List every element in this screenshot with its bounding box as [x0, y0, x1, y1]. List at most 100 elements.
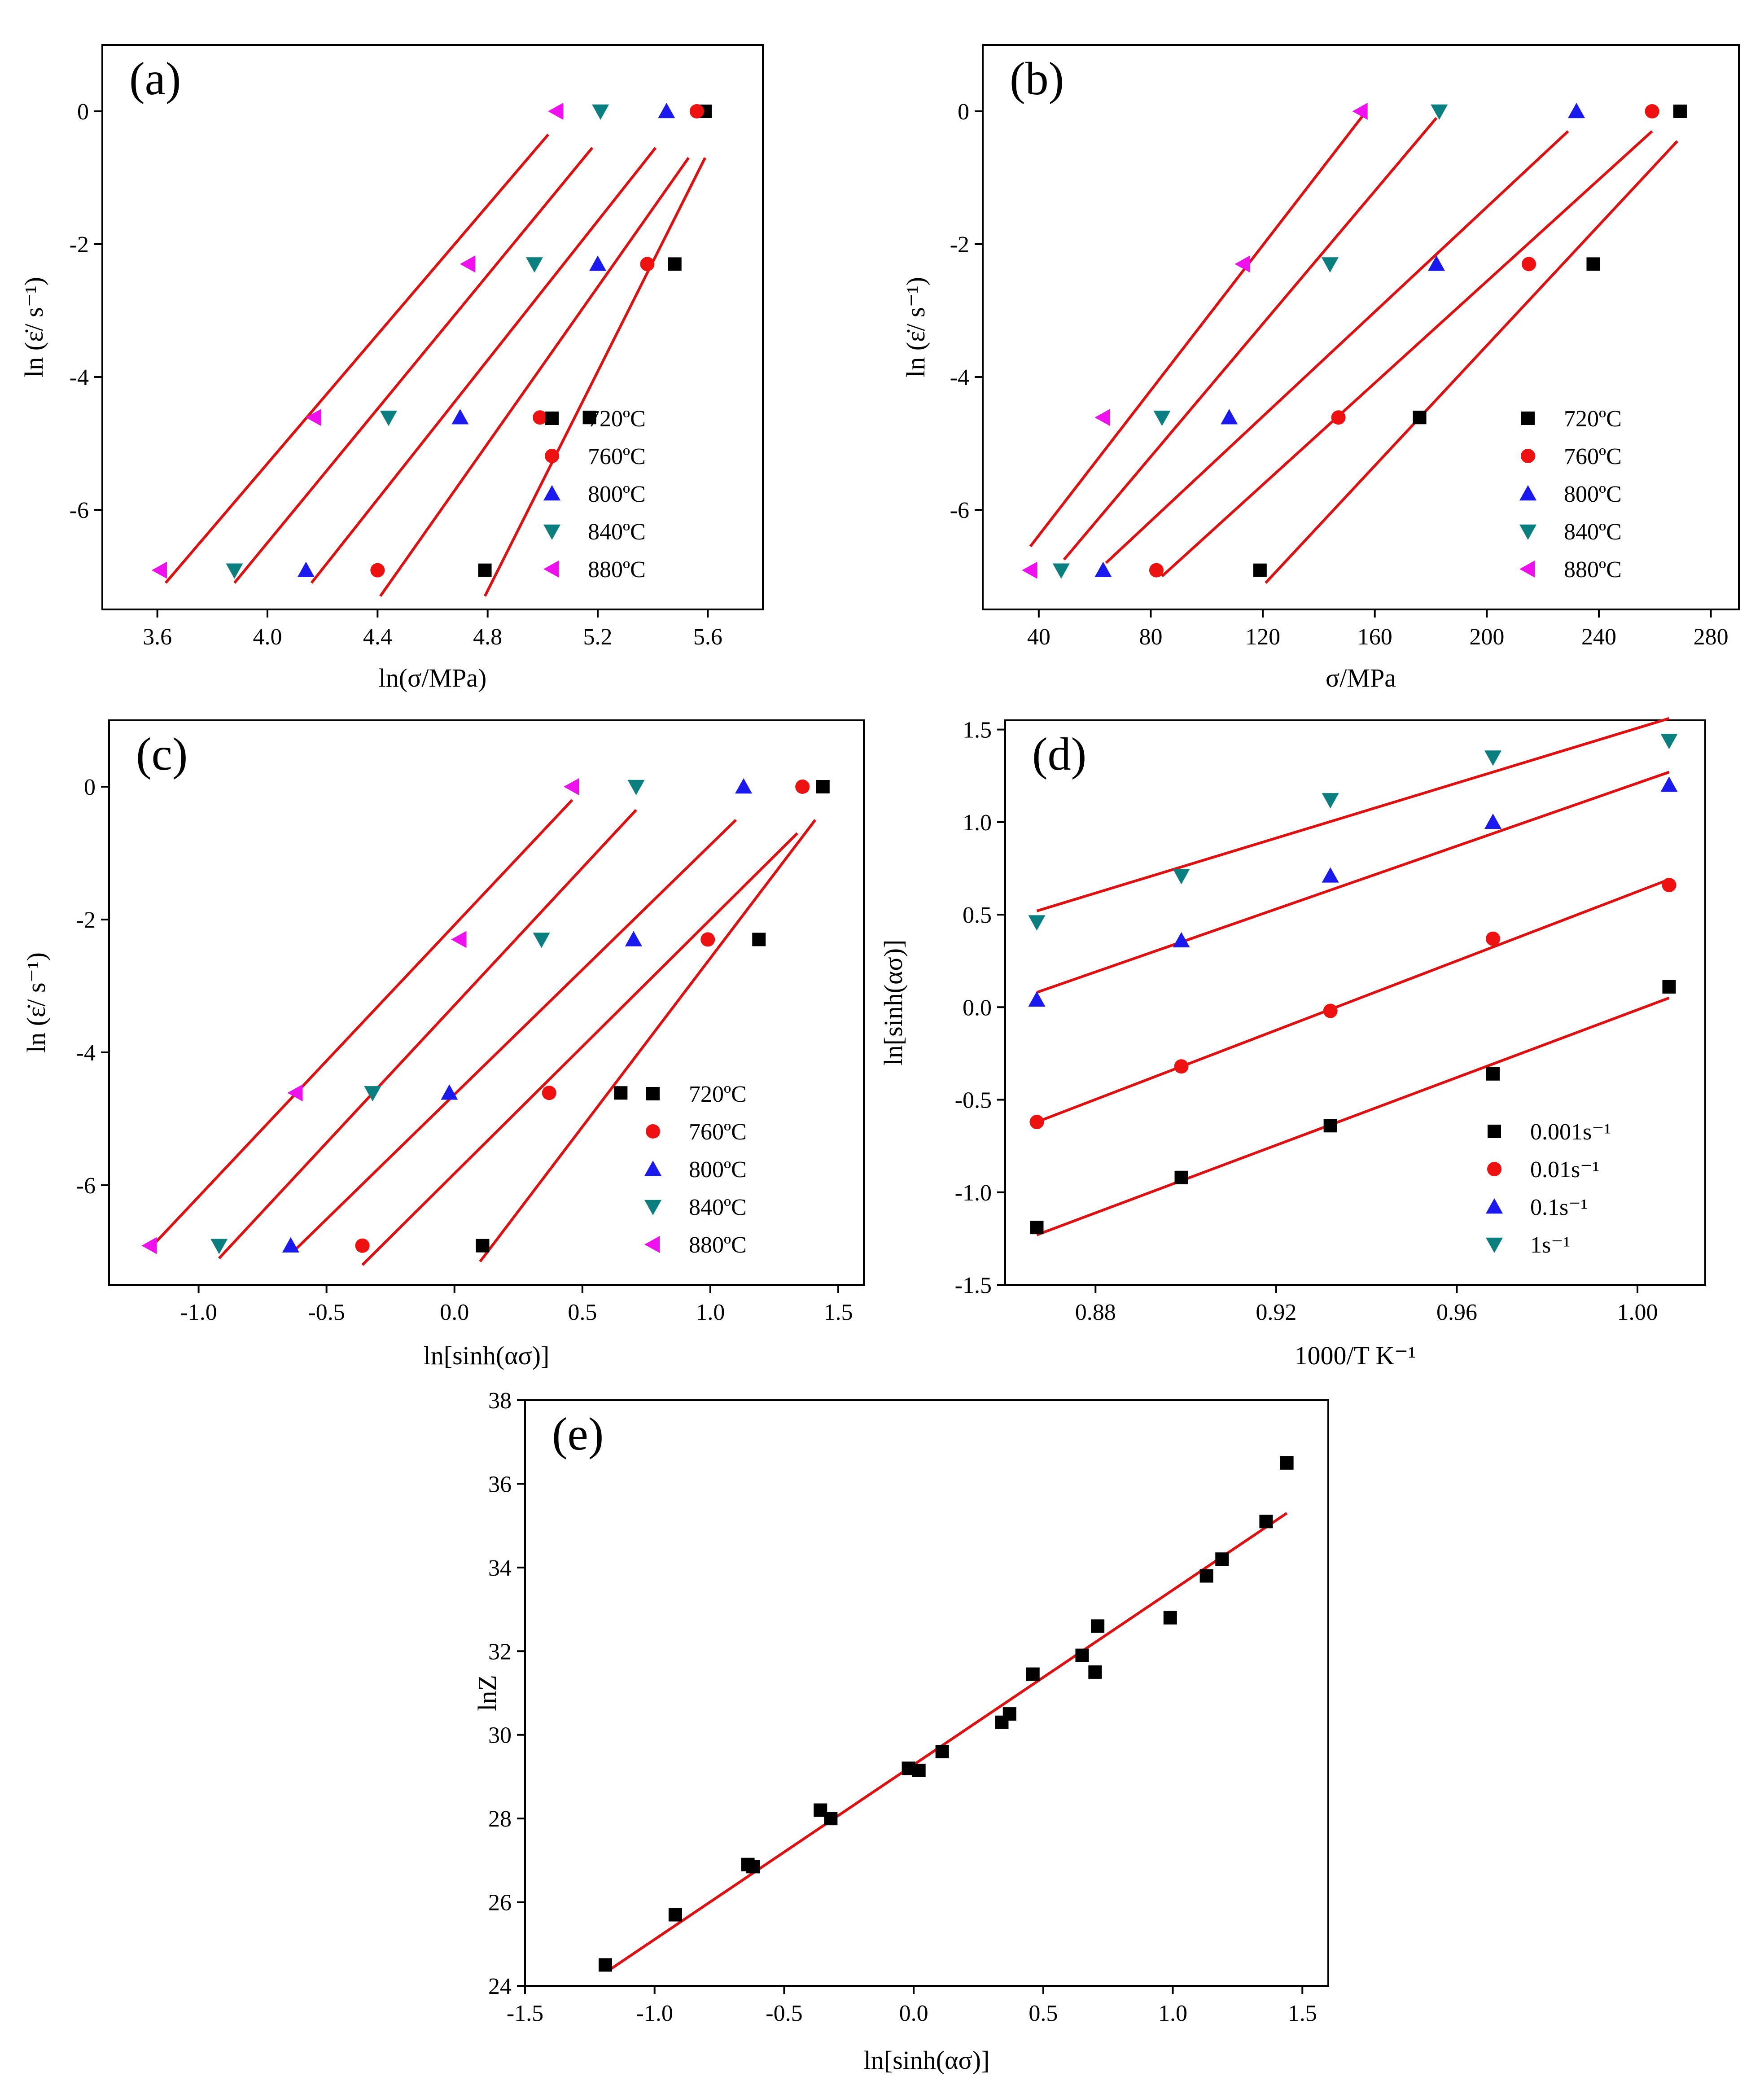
x-tick-label: 0.96: [1436, 1300, 1477, 1325]
legend: 720ºC 760ºC 800ºC 840ºC 880ºC: [543, 406, 646, 583]
x-axis-label: ln[sinh(ασ)]: [864, 2046, 990, 2075]
y-tick-label: -4: [70, 365, 89, 390]
y-tick-label: -6: [70, 498, 89, 523]
legend-marker: [1519, 561, 1535, 578]
legend-label: 760ºC: [689, 1119, 747, 1145]
data-point: [1660, 734, 1678, 749]
legend-marker: [1488, 1125, 1501, 1138]
series-1: [370, 104, 704, 578]
x-tick-label: 80: [1139, 624, 1162, 650]
data-point: [1174, 1059, 1189, 1074]
data-point: [1673, 105, 1687, 118]
x-axis-label: ln(σ/MPa): [379, 663, 487, 692]
data-point: [1484, 750, 1501, 766]
data-point: [1002, 1707, 1016, 1721]
fit-line: [233, 147, 594, 584]
data-point: [1215, 1552, 1229, 1566]
x-tick-label: 1.5: [823, 1300, 853, 1325]
data-point: [1174, 1170, 1188, 1184]
series-1: [1029, 878, 1676, 1130]
fit-line: [1036, 878, 1670, 1123]
data-point: [1094, 409, 1110, 426]
fit-line: [1036, 717, 1670, 912]
data-point: [592, 104, 609, 120]
data-point: [476, 1239, 490, 1253]
data-point: [625, 931, 642, 946]
legend-label: 0.01s⁻¹: [1530, 1157, 1599, 1183]
plot-frame: [524, 1399, 1329, 1987]
legend-marker: [1521, 449, 1535, 463]
y-tick-label: 0: [84, 775, 96, 800]
legend: 720ºC 760ºC 800ºC 840ºC 880ºC: [644, 1082, 747, 1258]
y-tick-label: -2: [76, 907, 96, 933]
series-4: [151, 103, 564, 579]
legend-marker: [1487, 1162, 1501, 1176]
series-3: [226, 104, 609, 579]
legend-marker: [1486, 1198, 1503, 1214]
legend-label: 720ºC: [1564, 406, 1622, 432]
panel-label: (a): [129, 53, 181, 105]
data-point: [1645, 104, 1659, 118]
x-tick-label: 5.2: [583, 624, 613, 650]
data-point: [451, 931, 467, 948]
data-point: [287, 1084, 303, 1102]
data-point: [627, 780, 645, 795]
data-point: [1521, 257, 1536, 272]
y-tick-label: 32: [488, 1639, 512, 1665]
x-tick-label: 120: [1245, 624, 1280, 650]
data-point: [912, 1763, 926, 1777]
data-point: [582, 411, 596, 425]
y-tick-label: -4: [76, 1040, 96, 1066]
panel-e: -1.5 -1.0 -0.5 0.0 0.5 1.0 1.5 24 26 28 30 32 34 36 38…: [473, 1388, 1329, 2075]
panel-label: (e): [552, 1408, 604, 1460]
data-point: [297, 561, 315, 577]
fit-line: [1063, 117, 1438, 561]
fit-line: [379, 157, 690, 597]
data-point: [542, 1086, 556, 1100]
fit-line: [149, 799, 573, 1249]
data-point: [935, 1745, 949, 1758]
panel-a: 3.6 4.0 4.4 4.8 5.2 5.6 0 -2 -4 -6 ln(σ/MPa) ln (ε̇…: [19, 44, 764, 692]
y-tick-label: -4: [950, 365, 969, 390]
data-point: [533, 410, 547, 425]
fit-line: [292, 819, 737, 1253]
y-tick-label: 0: [958, 99, 969, 125]
data-point: [1091, 1619, 1105, 1633]
data-point: [1094, 561, 1112, 577]
legend-marker: [1519, 485, 1536, 501]
fit-line: [164, 133, 549, 584]
x-tick-label: 0.5: [568, 1300, 597, 1325]
y-tick-label: 0.0: [963, 995, 992, 1021]
data-point: [1662, 980, 1676, 994]
data-point: [1486, 1067, 1500, 1081]
data-point: [564, 778, 579, 795]
y-tick-label: -1.0: [955, 1180, 992, 1206]
data-point: [1088, 1665, 1102, 1679]
data-point: [370, 563, 385, 578]
y-tick-label: 28: [488, 1806, 512, 1832]
legend-label: 840ºC: [1564, 519, 1622, 545]
x-tick-label: 3.6: [143, 624, 172, 650]
y-tick-label: 1.0: [963, 810, 992, 836]
x-tick-label: 200: [1469, 624, 1504, 650]
x-axis-label: σ/MPa: [1326, 663, 1396, 692]
data-point: [210, 1239, 228, 1254]
plot-frame: [982, 44, 1740, 610]
x-axis-label: 1000/T K⁻¹: [1295, 1341, 1416, 1370]
x-tick-label: 1.0: [696, 1300, 725, 1325]
x-tick-label: 0.88: [1075, 1300, 1116, 1325]
data-point: [1173, 869, 1190, 885]
data-point: [795, 780, 810, 794]
data-point: [1431, 104, 1448, 120]
legend: 720ºC 760ºC 800ºC 840ºC 880ºC: [1519, 406, 1622, 583]
fit-line: [479, 819, 817, 1263]
data-point: [640, 257, 655, 272]
legend-marker: [543, 485, 560, 501]
fit-line: [1161, 130, 1653, 578]
data-point: [1163, 1611, 1177, 1625]
data-point: [525, 257, 543, 273]
y-tick-label: -1.5: [955, 1273, 992, 1298]
legend-marker: [644, 1161, 661, 1176]
data-point: [1322, 793, 1339, 809]
x-tick-label: 40: [1027, 624, 1051, 650]
